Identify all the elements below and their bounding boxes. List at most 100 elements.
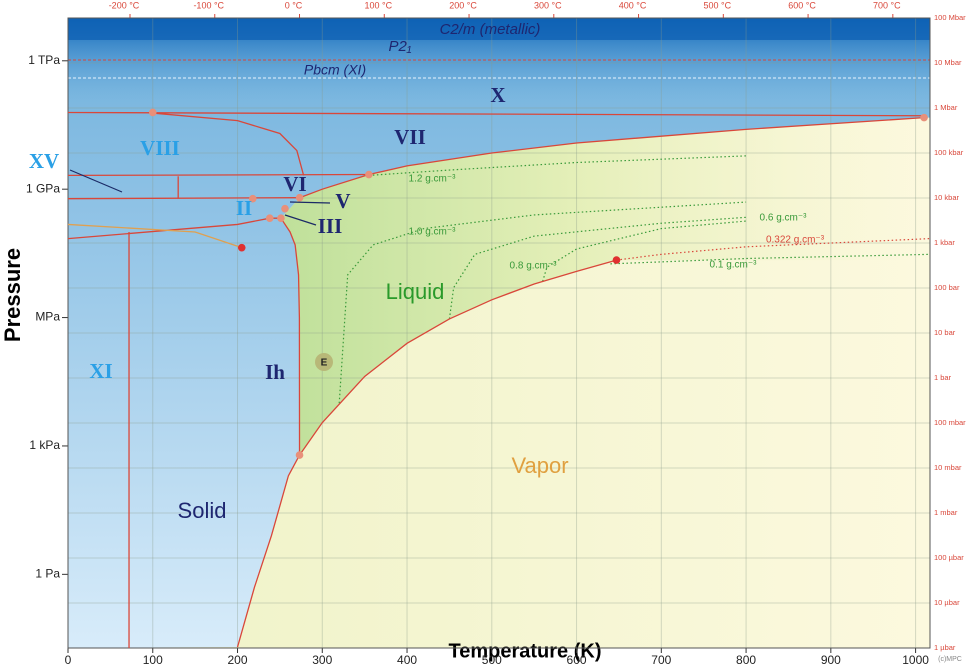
x2-tick-label: 0 °C [285, 0, 303, 10]
y-tick-label: 1 GPa [26, 181, 60, 195]
x-tick-label: 500 [482, 653, 502, 666]
y2-tick-label: 10 bar [934, 328, 956, 337]
isochore-label: 0.322 g.cm⁻³ [766, 235, 825, 246]
y-tick-label: 1 TPa [28, 53, 60, 67]
phase-point [612, 256, 621, 264]
region-label: Solid [178, 498, 227, 523]
phase-point [148, 108, 157, 117]
y2-tick-label: 1 bar [934, 373, 952, 382]
isochore [542, 220, 747, 282]
phase-point [248, 194, 257, 203]
annotation: E [321, 358, 328, 369]
phase-point [237, 243, 246, 252]
y2-tick-label: 10 kbar [934, 193, 960, 202]
phase-boundary [152, 112, 305, 176]
y2-tick-label: 1 Mbar [934, 103, 958, 112]
y2-tick-label: 100 mbar [934, 418, 966, 427]
annotation: C2/m (metallic) [440, 21, 541, 38]
y-tick-label: 1 kPa [29, 438, 60, 452]
x-tick-label: 100 [143, 653, 163, 666]
phase-point [295, 193, 304, 202]
phase-boundary [67, 217, 281, 240]
annotation: Pbcm (XI) [304, 62, 366, 78]
e-marker [315, 353, 333, 371]
x2-tick-label: 100 °C [364, 0, 392, 10]
phase-boundary [67, 223, 242, 249]
phase-point [920, 113, 928, 122]
x2-tick-label: 200 °C [449, 0, 477, 10]
x2-tick-label: 400 °C [619, 0, 647, 10]
isochore-label: 0.6 g.cm⁻³ [760, 213, 808, 224]
x-tick-label: 300 [312, 653, 332, 666]
liquid-region [280, 117, 930, 456]
y2-tick-label: 100 bar [934, 283, 960, 292]
isochore-label: 0.8 g.cm⁻³ [510, 261, 558, 272]
region-label: VI [283, 172, 306, 196]
region-label: Vapor [511, 453, 568, 478]
x2-tick-label: 600 °C [788, 0, 816, 10]
region-label: XI [89, 359, 112, 383]
annotation: P2₁ [388, 38, 411, 55]
top-band [68, 18, 930, 40]
x2-tick-label: -200 °C [109, 0, 140, 10]
phase-point [277, 214, 285, 222]
isochore [610, 253, 931, 265]
y2-tick-label: 1 kbar [934, 238, 955, 247]
leader-line [69, 169, 123, 193]
phase-point [365, 170, 373, 179]
phase-boundary [280, 217, 301, 456]
region-label: III [318, 214, 343, 238]
x2-tick-label: 300 °C [534, 0, 562, 10]
x-tick-label: 200 [228, 653, 248, 666]
phase-boundary [67, 197, 300, 200]
x-tick-label: 600 [567, 653, 587, 666]
isochore [368, 155, 747, 176]
phase-point [265, 214, 274, 222]
plot-frame [67, 17, 931, 649]
x-tick-label: 900 [821, 653, 841, 666]
x-tick-label: 700 [651, 653, 671, 666]
y-tick-label: MPa [35, 310, 60, 324]
x2-tick-label: 500 °C [704, 0, 732, 10]
region-label: VII [394, 125, 426, 149]
y2-tick-label: 1 mbar [934, 508, 958, 517]
phase-boundary [368, 116, 925, 176]
leader-line [289, 201, 331, 204]
leader-line [284, 214, 317, 226]
region-label: X [490, 83, 505, 107]
phase-boundary [236, 454, 301, 648]
x-tick-label: 400 [397, 653, 417, 666]
phase-boundary [67, 173, 369, 177]
y2-tick-label: 100 Mbar [934, 13, 966, 22]
y-axis-title: Pressure [0, 248, 25, 342]
solid-region [68, 18, 930, 648]
region-label: VIII [140, 136, 180, 160]
annotation: (c)MPC [938, 656, 962, 663]
phase-boundary [299, 173, 370, 199]
x-axis-title: Temperature (K) [449, 640, 602, 662]
region-label: V [335, 189, 350, 213]
x-tick-label: 800 [736, 653, 756, 666]
y-tick-label: 1 Pa [35, 567, 60, 581]
y2-tick-label: 10 mbar [934, 463, 962, 472]
x2-tick-label: -100 °C [193, 0, 224, 10]
x-tick-label: 0 [65, 653, 72, 666]
phase-boundary [298, 259, 617, 456]
x2-tick-label: 700 °C [873, 0, 901, 10]
y2-tick-label: 10 µbar [934, 598, 960, 607]
y2-tick-label: 1 µbar [934, 643, 956, 652]
phase-boundary [67, 111, 925, 117]
region-label: Liquid [386, 279, 445, 304]
region-label: II [236, 196, 252, 220]
y2-tick-label: 100 kbar [934, 148, 964, 157]
phase-point [295, 451, 304, 459]
isochore-label: 0.1 g.cm⁻³ [710, 260, 758, 271]
isochore-label: 1.2 g.cm⁻³ [409, 174, 457, 185]
y2-tick-label: 100 µbar [934, 553, 964, 562]
phase-point [281, 204, 289, 213]
region-label: XV [29, 149, 59, 173]
x-tick-label: 1000 [902, 653, 929, 666]
region-label: Ih [265, 360, 285, 384]
isochore-label: 1.0 g.cm⁻³ [409, 227, 457, 238]
